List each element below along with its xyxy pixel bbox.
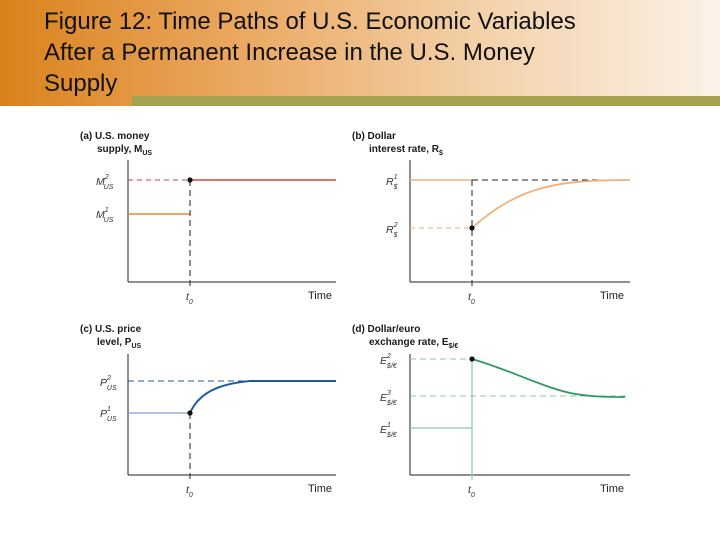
panel-d-exchange-rate-path xyxy=(471,358,626,398)
panel-b-title-line1: (b) Dollar xyxy=(352,131,396,142)
panel-a-level-high-label: M2 US xyxy=(96,174,114,191)
panel-c-level-high-label: P2 US xyxy=(100,375,117,392)
panel-c-title-line1: (c) U.S. price xyxy=(80,324,142,335)
panel-d-title-line2: exchange rate, E$/€ xyxy=(369,337,458,350)
panel-c: (c) U.S. price level, PUS P2 US P1 US t0 T… xyxy=(80,324,336,499)
panel-b-t0-label: t0 xyxy=(468,291,475,306)
panel-c-time-label: Time xyxy=(308,483,332,495)
panel-d-t0-label: t0 xyxy=(468,484,475,499)
panel-d-level-mid-label: E3 $/€ xyxy=(380,390,398,407)
panel-a: (a) U.S. money supply, MUS M2 US M1 US t0 … xyxy=(80,131,336,306)
panel-b-rate-path xyxy=(471,179,631,229)
panel-c-jump-point xyxy=(187,410,193,416)
panel-a-title-line1: (a) U.S. money xyxy=(80,131,150,142)
panel-b-title-line2: interest rate, R$ xyxy=(369,144,443,157)
panel-b-level-high-label: R1 $ xyxy=(386,174,398,191)
panel-a-time-label: Time xyxy=(308,290,332,302)
title-band xyxy=(0,0,720,106)
title-rule xyxy=(132,96,720,106)
panel-a-title-line2: supply, MUS xyxy=(97,144,152,157)
panel-b-jump-point xyxy=(469,225,475,231)
panel-b-time-label: Time xyxy=(600,290,624,302)
panel-a-level-low-label: M1 US xyxy=(96,207,114,224)
panel-a-t0-label: t0 xyxy=(186,291,193,306)
panel-d-level-top-label: E2 $/€ xyxy=(380,353,398,370)
panel-a-jump-point xyxy=(187,177,193,183)
panel-d: (d) Dollar/euro exchange rate, E$/€ E2 $/… xyxy=(352,324,630,499)
panel-c-level-low-label: P1 US xyxy=(100,406,117,423)
panel-b: (b) Dollar interest rate, R$ R1 $ R2 $ t0 … xyxy=(352,131,631,306)
slide-title: Figure 12: Time Paths of U.S. Economic V… xyxy=(44,8,576,97)
panel-d-time-label: Time xyxy=(600,483,624,495)
panel-c-title-line2: level, PUS xyxy=(97,337,142,350)
panel-c-t0-label: t0 xyxy=(186,484,193,499)
panel-d-jump-point xyxy=(469,356,475,362)
panel-c-price-path xyxy=(189,380,336,414)
panel-b-level-low-label: R2 $ xyxy=(386,222,398,239)
figure-panels: (a) U.S. money supply, MUS M2 US M1 US t0 … xyxy=(80,131,631,499)
panel-d-title-line1: (d) Dollar/euro xyxy=(352,324,420,335)
panel-d-level-bottom-label: E1 $/€ xyxy=(380,422,398,439)
